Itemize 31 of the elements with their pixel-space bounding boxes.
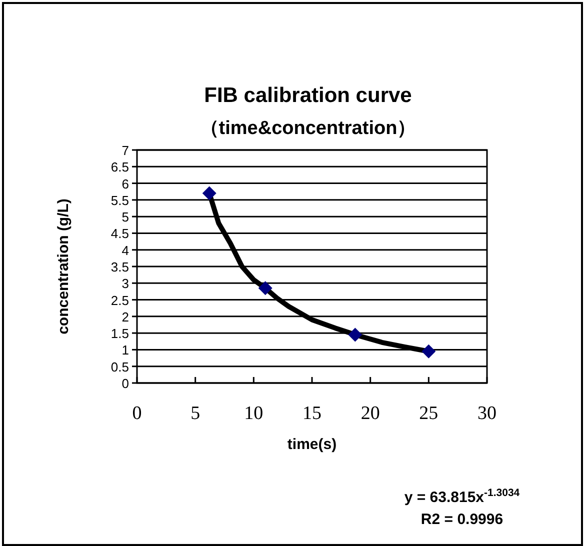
y-tick-label: 3.5 [110,260,129,274]
x-tick-label: 10 [244,403,264,424]
y-tick-label: 2 [122,309,129,324]
point [422,344,436,358]
chart-subtitle: （time&concentration） [200,118,416,139]
y-tick-label: 3 [122,276,129,292]
y-tick-label: 0.5 [110,359,129,374]
x-tick-label: 15 [302,403,322,424]
y-tick-label: 4 [122,242,129,258]
y-tick-label: 5 [122,210,129,225]
point [202,186,216,200]
x-tick-label: 30 [478,403,496,424]
y-tick-label: 2.5 [110,292,129,308]
x-axis-title: time(s) [287,436,337,453]
x-tick-label: 5 [190,403,200,424]
chart-title: FIB calibration curve [204,84,412,107]
y-tick-label: 5.5 [110,192,129,208]
y-axis-title: concentration (g/L) [55,198,72,334]
y-tick-label: 4.5 [110,226,129,242]
x-tick-label: 25 [419,403,438,424]
y-tick-label: 1.5 [110,326,129,342]
point [258,281,272,296]
x-tick-label: 20 [360,403,380,424]
point [348,328,362,342]
y-tick-label: 0 [122,376,129,391]
y-tick-label: 1 [122,342,129,358]
text: y = 63.815x$^{-1.3034}$ [404,487,520,506]
y-tick-label: 6.5 [110,160,129,175]
y-tick-label: 6 [122,176,129,192]
y-tick-label: 7 [122,143,129,158]
text: R2 = 0.9996 [420,511,504,528]
